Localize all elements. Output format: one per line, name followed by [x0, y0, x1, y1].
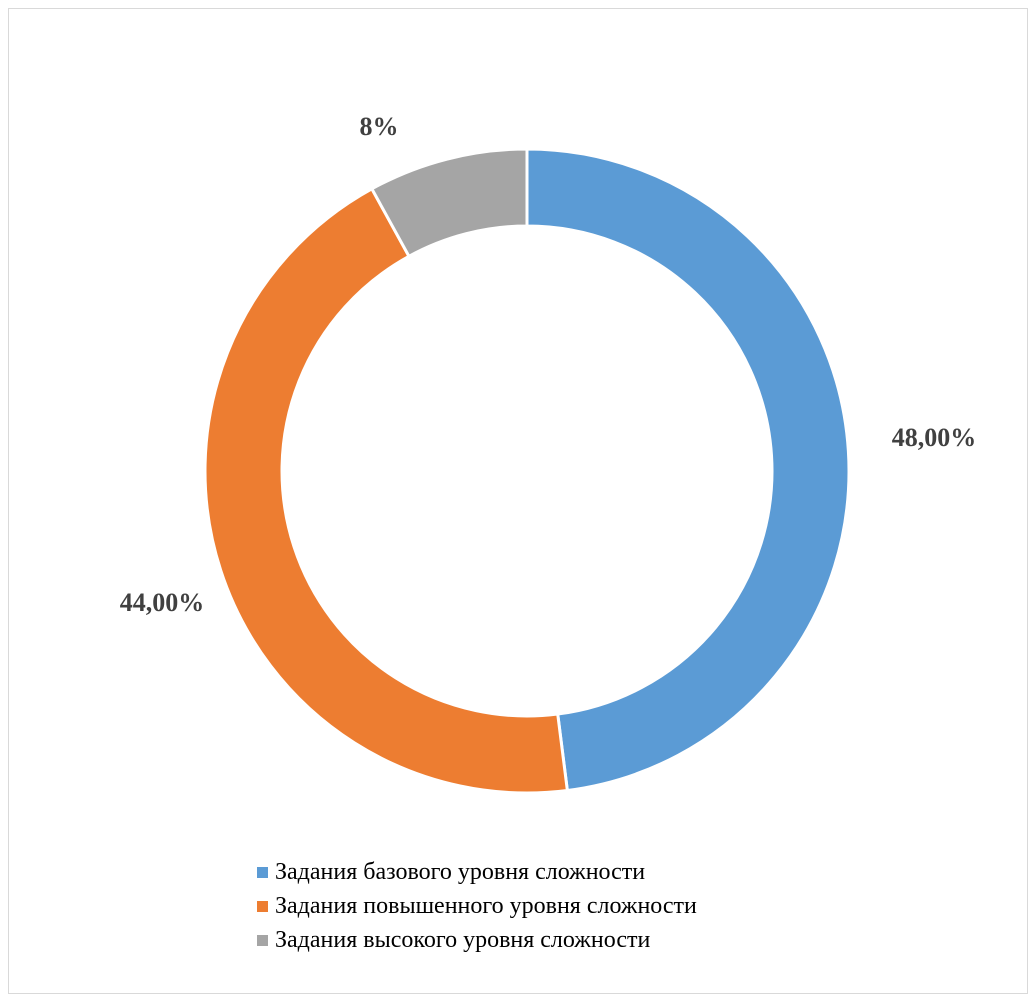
- data-label-advanced: 44,00%: [120, 588, 205, 617]
- legend: Задания базового уровня сложности Задани…: [257, 855, 697, 957]
- chart-frame: 48,00% 44,00% 8% Задания базового уровня с…: [8, 8, 1028, 994]
- data-label-basic: 48,00%: [892, 423, 977, 452]
- legend-item-basic: Задания базового уровня сложности: [257, 855, 697, 889]
- legend-item-high: Задания высокого уровня сложности: [257, 923, 697, 957]
- legend-item-advanced: Задания повышенного уровня сложности: [257, 889, 697, 923]
- legend-swatch-high: [257, 934, 268, 946]
- legend-swatch-advanced: [257, 900, 268, 912]
- legend-label-advanced: Задания повышенного уровня сложности: [275, 892, 697, 919]
- slice-high: [369, 147, 529, 259]
- slice-advanced: [203, 186, 570, 795]
- legend-label-high: Задания высокого уровня сложности: [275, 926, 651, 953]
- donut-chart: 48,00% 44,00% 8%: [120, 112, 977, 795]
- legend-swatch-basic: [257, 866, 268, 878]
- slice-basic: [525, 147, 851, 793]
- data-label-high: 8%: [360, 112, 399, 141]
- legend-label-basic: Задания базового уровня сложности: [275, 858, 646, 885]
